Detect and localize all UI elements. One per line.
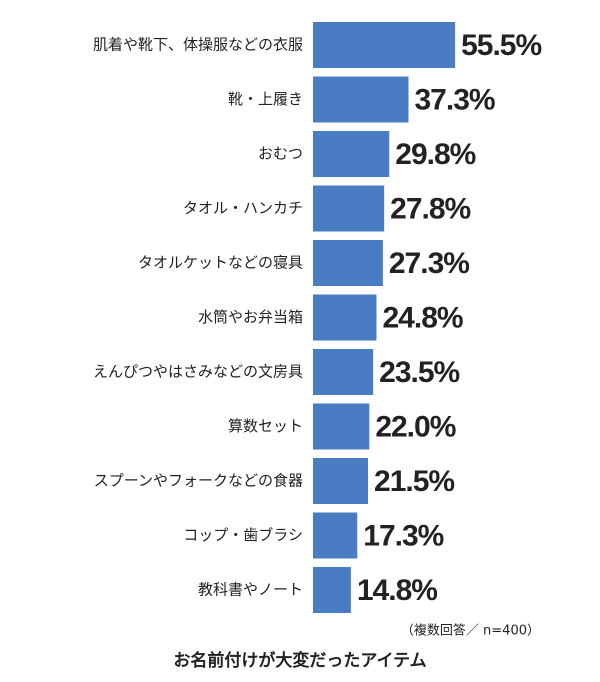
bar — [313, 22, 456, 68]
bar — [313, 76, 409, 123]
bar — [313, 567, 351, 613]
category-label: 肌着や靴下、体操服などの衣服 — [93, 36, 303, 54]
category-label: おむつ — [258, 145, 303, 163]
category-label: 靴・上履き — [228, 90, 303, 108]
category-label: えんぴつやはさみなどの文房具 — [93, 363, 303, 381]
value-label: 27.3% — [389, 247, 469, 280]
value-label: 27.8% — [390, 192, 470, 225]
note: （複数回答／ n=400） — [401, 623, 540, 639]
bar — [313, 131, 390, 177]
bar — [313, 403, 370, 450]
value-label: 21.5% — [374, 465, 454, 498]
value-label: 23.5% — [379, 356, 459, 389]
bar — [313, 240, 383, 286]
value-label: 29.8% — [395, 138, 475, 171]
category-label: スプーンやフォークなどの食器 — [94, 472, 303, 490]
category-label: 教科書やノート — [198, 581, 303, 599]
value-label: 17.3% — [363, 519, 443, 552]
bar — [313, 294, 377, 341]
bar — [313, 185, 385, 232]
value-label: 55.5% — [461, 29, 541, 62]
category-label: 水筒やお弁当箱 — [198, 308, 303, 326]
chart-title: お名前付けが大変だったアイテム — [173, 650, 426, 671]
bar — [313, 458, 369, 504]
value-label: 14.8% — [357, 574, 437, 607]
bar — [313, 349, 374, 395]
category-label: タオルケットなどの寝具 — [138, 254, 303, 272]
category-label: 算数セット — [228, 417, 303, 435]
category-label: タオル・ハンカチ — [183, 199, 303, 217]
value-label: 24.8% — [382, 301, 462, 334]
bar — [313, 512, 358, 559]
value-label: 37.3% — [414, 83, 494, 116]
category-label: コップ・歯ブラシ — [183, 526, 303, 544]
value-label: 22.0% — [375, 410, 455, 443]
